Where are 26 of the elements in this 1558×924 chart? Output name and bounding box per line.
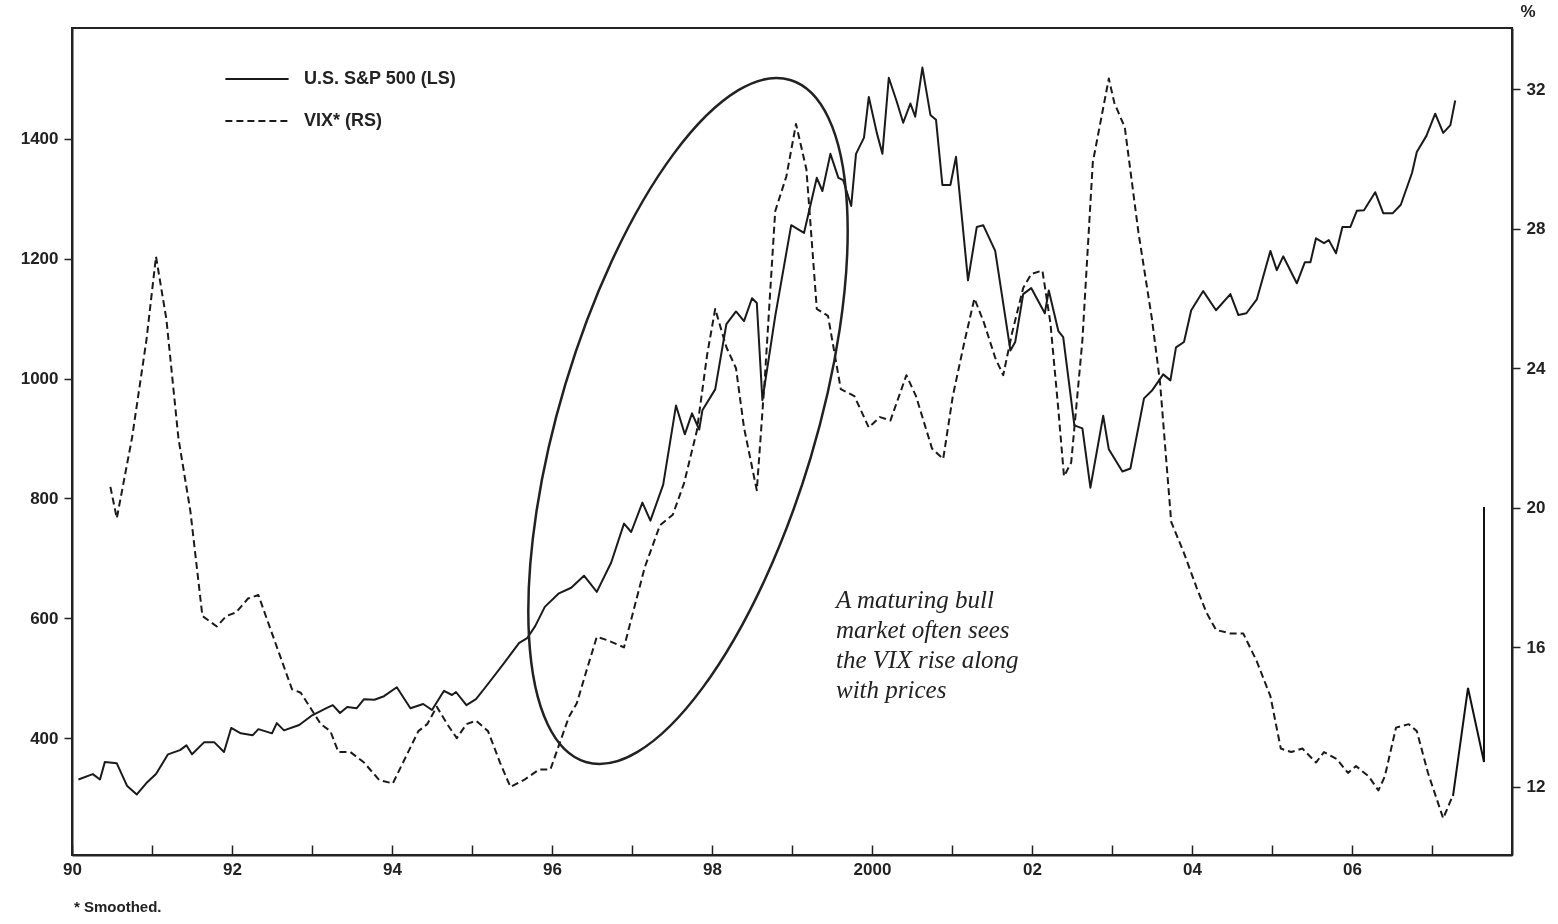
y-tick-label: 600 bbox=[30, 608, 59, 628]
y-tick-label: 800 bbox=[30, 488, 59, 508]
x-tick-label: 02 bbox=[1023, 859, 1042, 879]
x-tick-label: 92 bbox=[223, 859, 242, 879]
x-tick-label: 96 bbox=[543, 859, 562, 879]
y2-tick-label: 28 bbox=[1526, 219, 1546, 239]
x-tick-label: 98 bbox=[703, 859, 722, 879]
x-tick-label: 04 bbox=[1183, 859, 1203, 879]
y-tick-label: 1000 bbox=[20, 369, 59, 389]
x-tick-label: 90 bbox=[63, 859, 82, 879]
y-tick-label: 1200 bbox=[20, 249, 59, 269]
x-tick-label: 06 bbox=[1343, 859, 1362, 879]
y-tick-label: 400 bbox=[30, 728, 59, 748]
text: * Smoothed. bbox=[74, 898, 162, 915]
legend-label: U.S. S&P 500 (LS) bbox=[304, 68, 456, 88]
y2-tick-label: 20 bbox=[1526, 498, 1546, 518]
y2-tick-label: 12 bbox=[1526, 777, 1546, 797]
y2-tick-label: 24 bbox=[1526, 358, 1546, 378]
legend-label: VIX* (RS) bbox=[304, 110, 383, 130]
x-tick-label: 94 bbox=[383, 859, 403, 879]
annotation: A maturing bull market often sees the VIX rise along with prices bbox=[834, 586, 1019, 703]
y2-tick-label: 32 bbox=[1526, 79, 1546, 99]
y2-tick-label: 16 bbox=[1526, 637, 1546, 657]
y2-axis-title: % bbox=[1520, 1, 1536, 21]
y-tick-label: 1400 bbox=[20, 129, 59, 149]
x-tick-label: 2000 bbox=[853, 859, 892, 879]
